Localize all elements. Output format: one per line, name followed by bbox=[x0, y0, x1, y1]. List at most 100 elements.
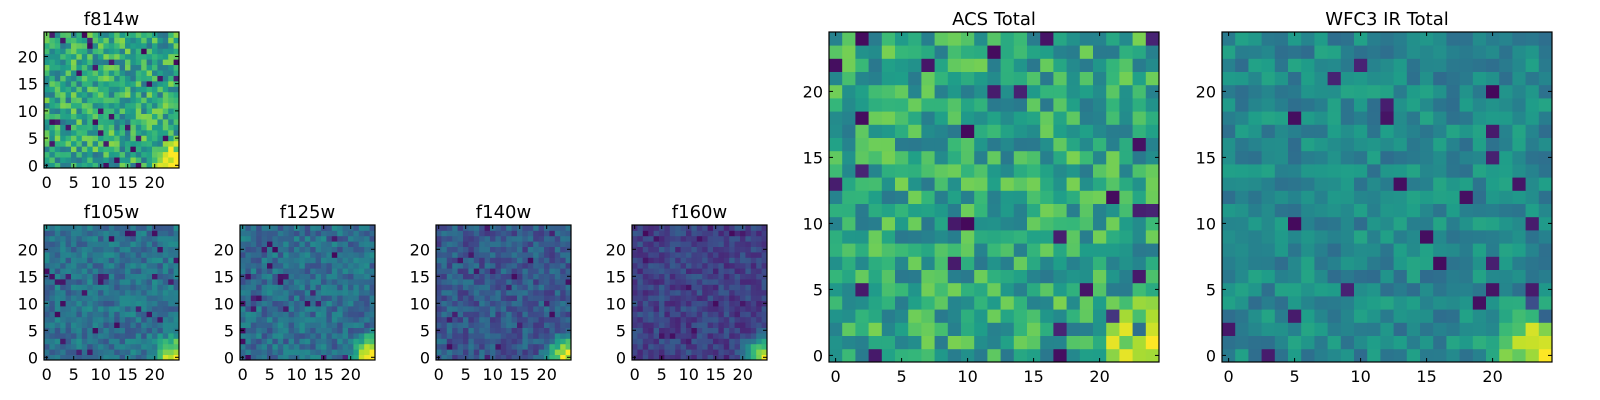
heatmap-cell bbox=[549, 235, 556, 242]
heatmap-cell bbox=[868, 84, 883, 99]
heatmap-cell bbox=[908, 150, 922, 165]
heatmap-cell bbox=[490, 289, 496, 296]
heatmap-cell bbox=[734, 235, 741, 242]
heatmap-cell bbox=[364, 257, 370, 264]
heatmap-cell bbox=[54, 64, 61, 71]
heatmap-cell bbox=[680, 273, 687, 280]
heatmap-cell bbox=[60, 235, 66, 242]
heatmap-cell bbox=[1354, 32, 1368, 46]
heatmap-cell bbox=[1119, 150, 1133, 165]
heatmap-cell bbox=[947, 137, 962, 152]
heatmap-cell bbox=[1288, 296, 1302, 310]
heatmap-cell bbox=[81, 289, 88, 296]
heatmap-cell bbox=[750, 354, 757, 361]
heatmap-cell bbox=[484, 327, 491, 334]
heatmap-cell bbox=[934, 164, 949, 178]
heatmap-cell bbox=[135, 108, 142, 114]
heatmap-cell bbox=[81, 322, 88, 328]
heatmap-cell bbox=[304, 322, 311, 328]
heatmap-cell bbox=[1406, 243, 1421, 257]
heatmap-cell bbox=[463, 252, 469, 258]
heatmap-cell bbox=[691, 284, 698, 291]
heatmap-cell bbox=[125, 108, 131, 114]
heatmap-cell bbox=[484, 268, 491, 274]
heatmap-cell bbox=[511, 273, 518, 280]
heatmap-cell bbox=[168, 343, 174, 350]
heatmap-cell bbox=[130, 91, 137, 98]
heatmap-cell bbox=[696, 289, 703, 296]
heatmap-cell bbox=[1235, 124, 1249, 138]
heatmap-cell bbox=[65, 108, 72, 114]
heatmap-cell bbox=[76, 246, 83, 253]
heatmap-cell bbox=[734, 225, 741, 231]
axes-frame bbox=[631, 224, 768, 361]
heatmap-cell bbox=[119, 311, 126, 318]
heatmap-cell bbox=[921, 203, 935, 218]
heatmap-cell bbox=[500, 349, 507, 355]
heatmap-cell bbox=[669, 235, 676, 242]
heatmap-cell bbox=[713, 279, 719, 285]
heatmap-cell bbox=[125, 70, 131, 76]
y-tick-label: 10 bbox=[410, 294, 430, 313]
heatmap-cell bbox=[436, 338, 442, 345]
heatmap-cell bbox=[468, 268, 475, 274]
heatmap-cell bbox=[168, 32, 174, 38]
heatmap-cell bbox=[272, 279, 279, 285]
heatmap-cell bbox=[256, 268, 262, 274]
heatmap-cell bbox=[707, 225, 714, 231]
heatmap-cell bbox=[125, 59, 131, 66]
heatmap-cell bbox=[560, 268, 566, 274]
heatmap-cell bbox=[723, 235, 730, 242]
heatmap-cell bbox=[868, 164, 883, 178]
heatmap-cell bbox=[632, 295, 638, 301]
heatmap-cell bbox=[130, 70, 137, 76]
heatmap-cell bbox=[358, 241, 365, 247]
heatmap-cell bbox=[756, 257, 762, 264]
heatmap-cell bbox=[87, 162, 93, 169]
heatmap-cell bbox=[675, 311, 681, 318]
heatmap-cell bbox=[544, 284, 550, 291]
heatmap-cell bbox=[130, 162, 137, 169]
heatmap-cell bbox=[495, 230, 502, 237]
heatmap-cell bbox=[1119, 45, 1133, 59]
heatmap-cell bbox=[1106, 58, 1120, 72]
heatmap-cell bbox=[76, 140, 83, 147]
heatmap-cell bbox=[369, 306, 376, 312]
heatmap-cell bbox=[659, 241, 665, 247]
heatmap-cell bbox=[71, 97, 77, 104]
heatmap-cell bbox=[484, 273, 491, 280]
heatmap-cell bbox=[452, 338, 458, 345]
heatmap-cell bbox=[152, 146, 158, 153]
heatmap-cell bbox=[135, 129, 142, 136]
heatmap-cell bbox=[364, 327, 370, 334]
heatmap-cell bbox=[463, 338, 469, 345]
heatmap-cell bbox=[108, 246, 115, 253]
heatmap-cell bbox=[1027, 256, 1041, 270]
heatmap-cell bbox=[961, 296, 975, 310]
heatmap-cell bbox=[1486, 216, 1500, 231]
heatmap-cell bbox=[1248, 296, 1262, 310]
heatmap-cell bbox=[152, 333, 158, 339]
heatmap-cell bbox=[696, 241, 703, 247]
heatmap-cell bbox=[162, 327, 169, 334]
heatmap-cell bbox=[648, 327, 654, 334]
heatmap-cell bbox=[675, 273, 681, 280]
heatmap-cell bbox=[71, 295, 77, 301]
heatmap-cell bbox=[152, 252, 158, 258]
heatmap-cell bbox=[527, 322, 534, 328]
heatmap-cell bbox=[146, 349, 153, 355]
heatmap-cell bbox=[544, 316, 550, 323]
heatmap-cell bbox=[750, 327, 757, 334]
heatmap-cell bbox=[1066, 309, 1081, 323]
heatmap-cell bbox=[92, 306, 99, 312]
heatmap-cell bbox=[326, 311, 333, 318]
heatmap-cell bbox=[855, 164, 869, 178]
heatmap-cell bbox=[1525, 256, 1540, 270]
heatmap-cell bbox=[277, 252, 284, 258]
heatmap-cell bbox=[277, 333, 284, 339]
heatmap-cell bbox=[114, 140, 120, 147]
heatmap-cell bbox=[829, 309, 843, 323]
heatmap-cell bbox=[342, 306, 349, 312]
heatmap-cell bbox=[157, 37, 164, 44]
heatmap-cell bbox=[1406, 335, 1421, 350]
